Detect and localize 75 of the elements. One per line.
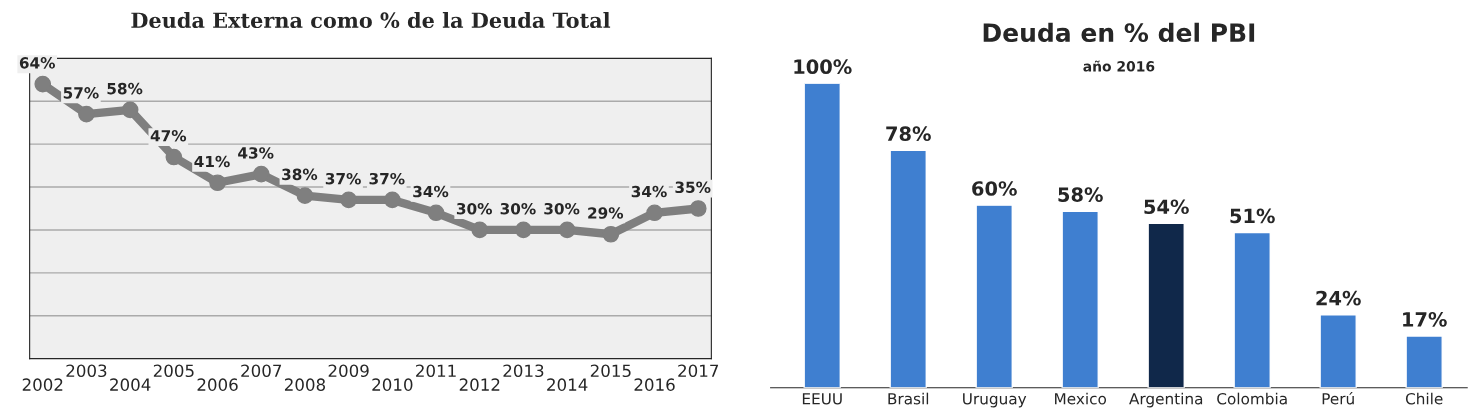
data-label: 29% [588,207,624,219]
x-tick-label: 2006 [197,378,238,391]
data-label: 24% [1316,290,1361,306]
chart-subtitle: año 2016 [1083,60,1155,72]
x-tick-label: Chile [1405,392,1443,405]
point [78,105,95,123]
data-label: 30% [544,202,580,215]
data-label: 51% [1230,208,1275,224]
bar [803,83,841,388]
point [34,75,52,93]
data-label: 43% [238,147,274,159]
x-tick-label: 2009 [328,364,369,378]
data-label: 38% [282,168,318,181]
point [471,221,489,239]
point [121,101,139,119]
data-label: 64% [19,57,55,69]
data-label: 47% [150,130,187,142]
x-tick-label: Perú [1322,392,1354,405]
data-label: 54% [1144,199,1189,215]
x-tick-label: 2004 [110,378,151,391]
bar [1319,314,1357,388]
x-tick-label: Argentina [1129,392,1203,408]
point [252,165,270,183]
x-tick-label: 2007 [241,364,282,378]
bar [1147,222,1185,388]
x-tick-label: Uruguay [963,393,1027,408]
bar [889,149,927,388]
data-label: 37% [325,172,361,185]
data-label: 35% [675,181,711,194]
x-tick-label: 2017 [678,364,719,378]
point [558,221,576,239]
x-tick-label: EEUU [802,393,842,405]
point [209,174,226,192]
point [602,225,620,243]
data-label: 58% [107,82,143,95]
chart-title: Deuda Externa como % de la Deuda Total [131,11,611,29]
x-tick-label: 2002 [22,378,63,391]
data-label: 60% [972,181,1017,196]
x-tick-label: 2012 [459,378,500,391]
x-tick-label: 2015 [590,364,631,378]
data-label: 17% [1403,312,1447,327]
point [165,148,183,166]
data-label: 37% [369,172,405,185]
data-label: 41% [194,155,230,168]
point [427,204,445,222]
bar [1061,210,1099,388]
data-label: 57% [63,87,99,99]
x-tick-label: Brasil [888,392,929,405]
point [689,200,707,217]
data-label: 100% [794,59,852,75]
bar [1233,231,1271,388]
x-tick-label: 2005 [153,364,194,378]
bar [1405,335,1443,388]
point [296,187,314,204]
data-label: 30% [500,202,536,215]
x-tick-label: 2016 [634,378,675,391]
x-tick-label: 2008 [284,378,326,391]
x-tick-label: 2003 [66,364,107,378]
x-tick-label: 2013 [503,364,544,378]
x-tick-label: 2010 [372,378,413,391]
data-label: 34% [631,185,667,198]
x-tick-label: 2014 [547,378,588,391]
x-tick-label: Mexico [1055,392,1107,405]
x-tick-label: Colombia [1217,392,1287,405]
point [384,191,401,209]
data-label: 34% [413,185,449,198]
data-label: 78% [886,126,931,142]
point [340,191,357,209]
point [515,221,532,239]
data-label: 30% [456,202,492,215]
point [646,204,663,222]
x-tick-label: 2011 [416,364,456,378]
data-label: 58% [1058,187,1103,202]
chart-title: Deuda en % del PBI [983,22,1255,43]
bar [975,204,1013,388]
